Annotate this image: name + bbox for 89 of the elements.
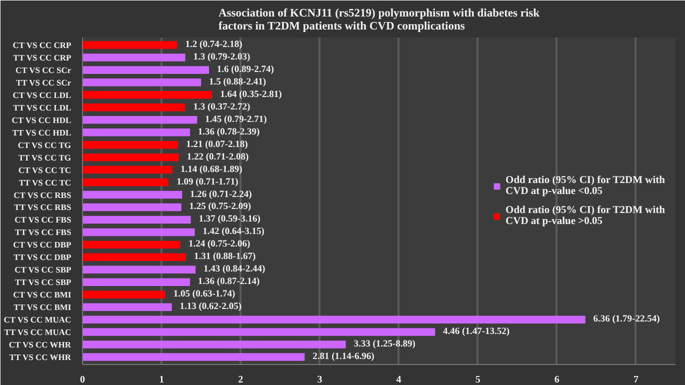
- chart-title: Association of KCNJ11 (rs5219) polymorphism with diabetes risk factors in T2DM patients with CVD complications: [218, 7, 540, 32]
- y-tick-label: TT VS CC CRP: [13, 52, 72, 62]
- bar: [82, 104, 186, 112]
- x-tick-label: 6: [554, 374, 560, 385]
- y-tick-label: TT VS CC HDL: [12, 127, 72, 138]
- y-tick-label: TT VS CC BMI: [14, 302, 72, 312]
- x-tick-label: 1: [159, 374, 164, 385]
- data-label: 1.31 (0.88-1.67): [194, 252, 256, 262]
- bar: [82, 116, 198, 124]
- bar: [82, 353, 305, 361]
- y-tick-label: CT VS CC MUAC: [4, 314, 72, 325]
- y-tick-label: CT VS CC TC: [18, 164, 72, 175]
- data-label: 1.25 (0.75-2.09): [189, 202, 251, 212]
- y-tick-label: TT VS CC TC: [18, 177, 72, 188]
- x-tick-label: 7: [633, 374, 638, 385]
- bar: [82, 66, 210, 74]
- bar: [82, 328, 436, 336]
- data-label: 1.36 (0.78-2.39): [198, 127, 260, 138]
- data-label: 1.3 (0.79-2.03): [193, 52, 250, 62]
- y-tick-label: CT VS CC BMI: [13, 290, 72, 300]
- y-tick-label: CT VS CC DBP: [13, 240, 72, 250]
- y-tick-label: TT VS CC LDL: [13, 102, 72, 112]
- data-label: 1.64 (0.35-2.81): [220, 90, 282, 100]
- data-label: 2.81 (1.14-6.96): [312, 352, 374, 362]
- data-label: 1.24 (0.75-2.06): [188, 240, 250, 250]
- y-tick-label: CT VS CC TG: [18, 140, 72, 150]
- y-tick-label: TT VS CC MUAC: [4, 327, 72, 338]
- y-tick-label: TT VS CC FBS: [15, 227, 72, 238]
- data-label: 1.36 (0.87-2.14): [198, 277, 260, 288]
- bar: [82, 190, 182, 199]
- data-label: 1.14 (0.68-1.89): [180, 164, 242, 175]
- bar: [82, 216, 191, 224]
- bar: [82, 91, 212, 99]
- x-tick-label: 3: [317, 374, 322, 385]
- bar: [82, 240, 181, 249]
- bar: [82, 316, 586, 324]
- bar: [82, 303, 172, 311]
- data-label: 1.6 (0.89-2.74): [216, 64, 274, 75]
- x-tick-label: 4: [396, 374, 402, 385]
- bar: [82, 166, 173, 174]
- y-tick-label: TT VS CC WHR: [9, 352, 72, 362]
- bar: [82, 266, 196, 274]
- data-label: 1.43 (0.84-2.44): [203, 264, 266, 275]
- bar: [82, 178, 169, 186]
- y-tick-label: CT VS CC HDL: [12, 114, 72, 125]
- data-label: 4.46 (1.47-13.52): [443, 327, 510, 338]
- bar: [82, 78, 202, 86]
- data-label: 3.33 (1.25-8.89): [354, 340, 416, 350]
- bar: [82, 290, 166, 298]
- y-tick-label: CT VS CC FBS: [14, 214, 72, 225]
- bar: [82, 203, 182, 212]
- bar: [82, 228, 195, 236]
- y-tick-label: CT VS CC RBS: [14, 190, 72, 200]
- y-tick-label: TT VS CC TG: [18, 152, 72, 162]
- data-label: 1.45 (0.79-2.71): [205, 114, 267, 125]
- legend-label: Odd ratio (95% CI) for T2DM with CVD at p-value >0.05: [506, 204, 665, 226]
- data-label: 6.36 (1.79-22.54): [593, 314, 660, 325]
- bar: [82, 340, 346, 348]
- y-tick-label: CT VS CC SBP: [14, 264, 72, 275]
- bar: [82, 128, 190, 136]
- x-tick-label: 5: [475, 374, 480, 385]
- bar: [82, 253, 186, 262]
- data-label: 1.21 (0.07-2.18): [186, 140, 248, 150]
- y-tick-label: CT VS CC SCr: [16, 64, 72, 75]
- legend-label: Odd ratio (95% CI) for T2DM with CVD at p-value <0.05: [506, 174, 665, 196]
- bar: [82, 54, 186, 62]
- data-label: 1.5 (0.88-2.41): [209, 77, 266, 88]
- bar: [82, 140, 178, 149]
- data-label: 1.22 (0.71-2.08): [186, 152, 249, 162]
- y-tick-label: CT VS CC LDL: [12, 90, 72, 100]
- data-label: 1.26 (0.71-2.24): [190, 190, 252, 200]
- y-tick-label: TT VS CC RBS: [14, 202, 72, 212]
- x-tick-label: 2: [238, 374, 244, 385]
- bar: [82, 278, 190, 286]
- bar: [82, 153, 179, 162]
- data-label: 1.37 (0.59-3.16): [198, 214, 260, 225]
- data-label: 1.3 (0.37-2.72): [193, 102, 250, 112]
- data-label: 1.2 (0.74-2.18): [185, 40, 242, 50]
- y-tick-label: CT VS CC WHR: [8, 340, 72, 350]
- data-label: 1.09 (0.71-1.71): [176, 177, 238, 188]
- y-tick-label: TT VS CC DBP: [14, 252, 72, 262]
- y-tick-label: CT VS CC CRP: [12, 40, 72, 50]
- x-tick-label: 0: [80, 374, 85, 385]
- data-label: 1.13 (0.62-2.05): [180, 302, 242, 312]
- data-label: 1.05 (0.63-1.74): [173, 290, 236, 300]
- data-label: 1.42 (0.64-3.15): [202, 227, 264, 238]
- y-tick-label: TT VS CC SBP: [15, 277, 72, 288]
- y-tick-label: TT VS CC SCr: [16, 77, 72, 88]
- bar: [82, 41, 178, 49]
